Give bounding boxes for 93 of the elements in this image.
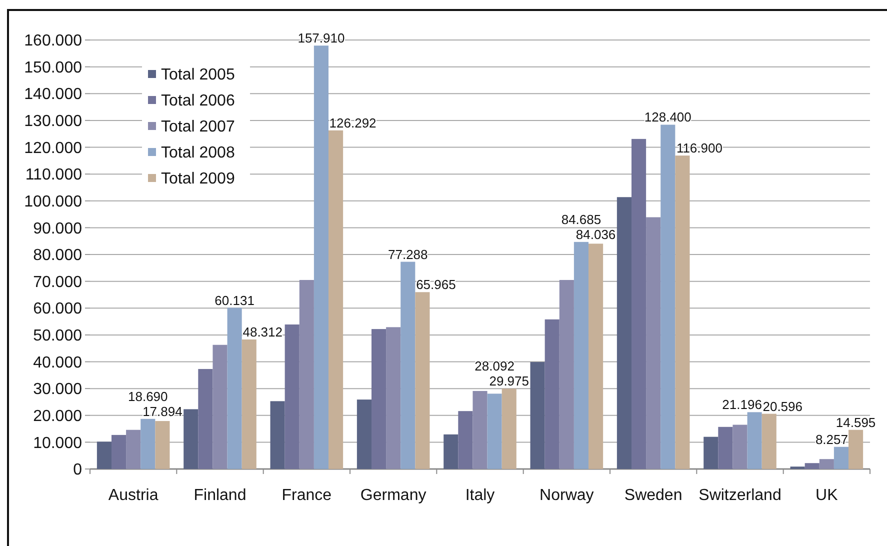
data-label: 28.092 — [474, 358, 514, 374]
x-tick-label: Finland — [194, 487, 246, 504]
x-tick-label: Sweden — [624, 487, 682, 504]
bar — [646, 217, 661, 469]
y-tick-label: 130.000 — [24, 113, 82, 130]
legend-label: Total 2009 — [161, 170, 235, 188]
bar — [762, 414, 776, 469]
bar — [371, 329, 386, 469]
bar — [834, 446, 849, 469]
data-label: 48.312 — [242, 324, 283, 340]
y-tick-label: 160.000 — [24, 32, 82, 50]
bar — [198, 368, 213, 469]
y-tick-label: 20.000 — [33, 408, 82, 425]
bar — [530, 362, 545, 469]
y-tick-label: 100.000 — [24, 193, 82, 210]
bar — [718, 426, 733, 469]
bar — [299, 280, 314, 469]
data-label: 29.975 — [489, 374, 530, 389]
bar — [819, 459, 834, 469]
data-label: 157.910 — [298, 30, 345, 46]
legend-label: Total 2005 — [161, 66, 235, 84]
y-tick-label: 10.000 — [33, 434, 82, 452]
x-tick-label: Austria — [108, 487, 158, 504]
data-label: 126.292 — [329, 115, 376, 130]
bar — [660, 124, 676, 469]
y-tick-label: 120.000 — [24, 140, 82, 157]
bar — [155, 421, 170, 469]
bar — [212, 344, 228, 469]
data-label: 8.257 — [815, 432, 848, 447]
legend-label: Total 2006 — [161, 92, 235, 110]
data-label: 128.400 — [644, 110, 692, 125]
data-label: 21.196 — [722, 397, 762, 412]
data-label: 65.965 — [416, 277, 456, 292]
bar — [472, 390, 488, 469]
y-tick-label: 0 — [73, 462, 82, 479]
data-label: 17.894 — [142, 404, 182, 419]
bar — [732, 424, 748, 469]
bar — [284, 324, 300, 469]
bar — [386, 327, 401, 469]
bar — [458, 411, 473, 469]
data-label: 116.900 — [676, 140, 722, 156]
bar — [140, 418, 156, 469]
data-label: 18.690 — [128, 388, 168, 404]
x-tick-label: Italy — [465, 487, 495, 504]
y-tick-label: 80.000 — [33, 247, 82, 264]
bar — [227, 308, 242, 469]
x-tick-label: France — [282, 487, 332, 504]
bar — [675, 156, 690, 469]
bar — [444, 434, 458, 469]
x-tick-label: Norway — [540, 487, 594, 504]
y-tick-label: 70.000 — [33, 274, 82, 291]
y-tick-label: 50.000 — [33, 328, 82, 345]
x-tick-label: Germany — [360, 487, 426, 504]
bar — [400, 262, 416, 469]
bar — [111, 434, 126, 469]
bar — [314, 46, 329, 469]
y-tick-label: 30.000 — [33, 381, 82, 398]
bar — [559, 280, 574, 469]
bar — [328, 130, 344, 469]
y-tick-label: 140.000 — [24, 86, 82, 104]
bar — [704, 436, 718, 469]
y-tick-label: 90.000 — [33, 220, 82, 238]
bar — [574, 242, 589, 469]
bar — [242, 339, 256, 469]
bar — [804, 463, 820, 469]
bar — [184, 409, 198, 469]
bar — [96, 442, 112, 469]
y-tick-label: 150.000 — [24, 59, 82, 76]
y-tick-label: 110.000 — [25, 166, 82, 184]
y-tick-label: 40.000 — [33, 354, 82, 372]
bar — [544, 319, 560, 469]
data-label: 60.131 — [214, 292, 254, 308]
data-label: 20.596 — [762, 398, 803, 414]
bar — [616, 197, 632, 469]
bar — [747, 412, 762, 469]
bar — [848, 430, 864, 469]
data-label: 84.685 — [561, 212, 602, 227]
bar — [487, 394, 502, 469]
data-label: 14.595 — [836, 414, 876, 430]
legend-label: Total 2007 — [161, 118, 235, 136]
bar — [588, 244, 604, 469]
bar — [502, 388, 516, 469]
bar — [356, 400, 372, 469]
x-tick-label: Switzerland — [698, 487, 782, 504]
data-label: 84.036 — [576, 226, 616, 242]
legend-label: Total 2008 — [161, 144, 235, 162]
data-label: 77.288 — [388, 246, 428, 262]
bar — [631, 138, 646, 469]
bar — [126, 430, 141, 469]
bar — [415, 292, 430, 469]
x-tick-label: UK — [816, 487, 838, 504]
y-tick-label: 60.000 — [33, 300, 82, 318]
bar — [270, 401, 285, 469]
